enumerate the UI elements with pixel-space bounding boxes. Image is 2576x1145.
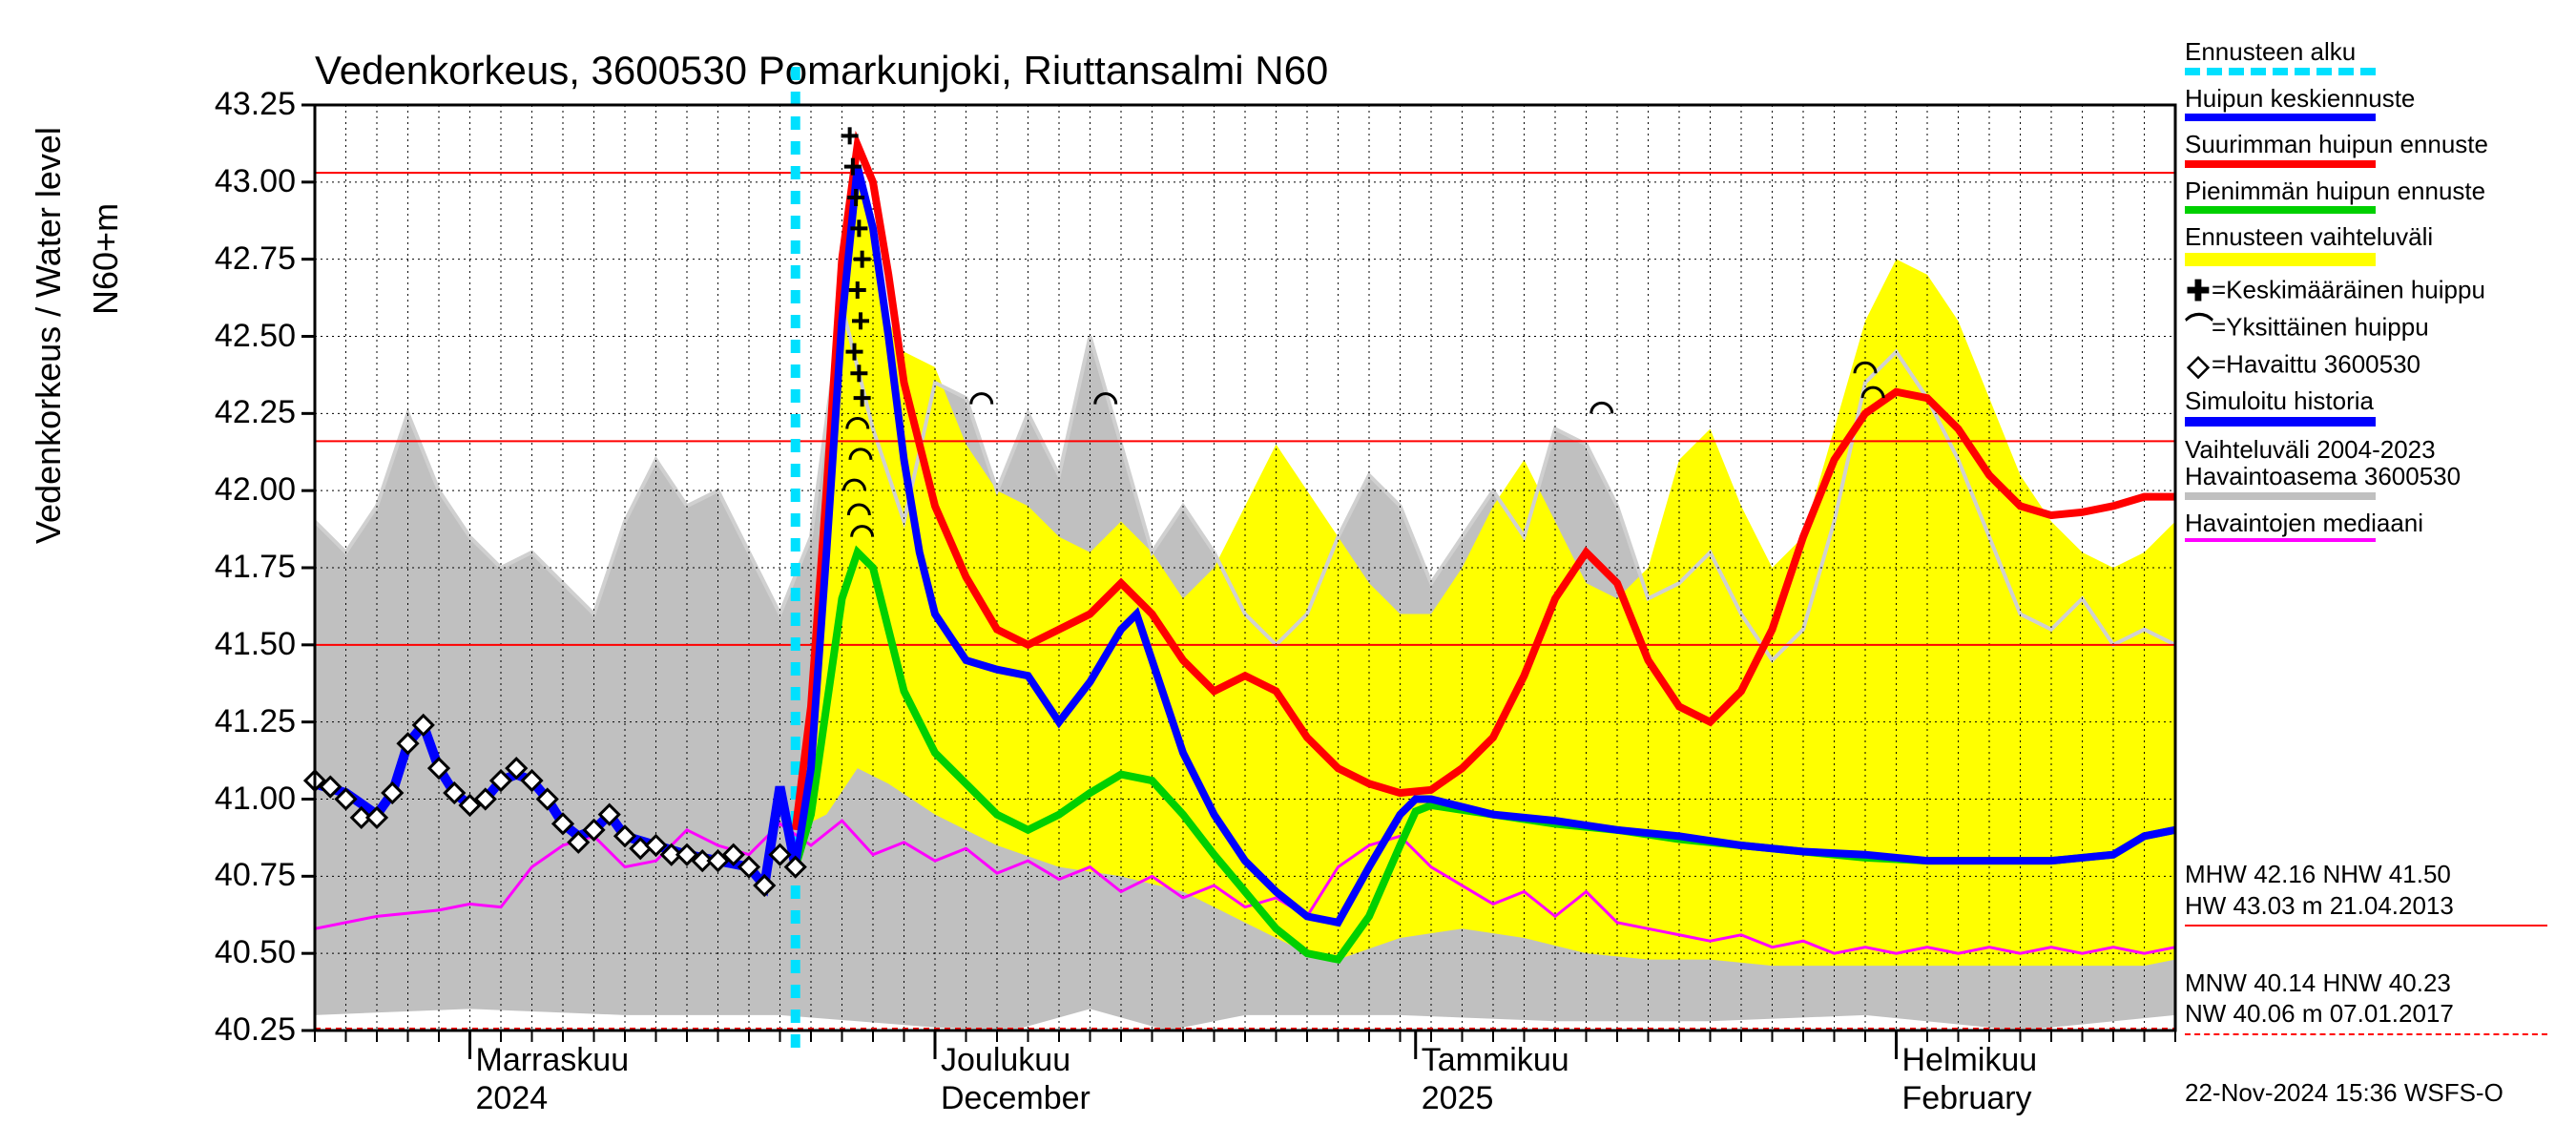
legend-swatch xyxy=(2185,253,2376,266)
legend-item: Pienimmän huipun ennuste xyxy=(2185,177,2566,215)
y-tick-label: 41.50 xyxy=(191,626,296,663)
legend-label: =Havaittu 3600530 xyxy=(2212,349,2420,378)
y-tick-label: 41.25 xyxy=(191,703,296,740)
legend-label: Havaintojen mediaani xyxy=(2185,510,2566,537)
legend-label: Pienimmän huipun ennuste xyxy=(2185,177,2566,205)
y-tick-label: 41.00 xyxy=(191,781,296,818)
legend-symbol: ✚ xyxy=(2185,276,2212,307)
legend-swatch xyxy=(2185,492,2376,500)
legend-swatch xyxy=(2185,68,2376,75)
y-tick-label: 42.75 xyxy=(191,240,296,278)
y-tick-label: 40.75 xyxy=(191,857,296,894)
y-tick-label: 43.00 xyxy=(191,163,296,200)
legend-label: Huipun keskiennuste xyxy=(2185,85,2566,113)
x-tick-label: Joulukuu xyxy=(941,1042,1070,1079)
legend: Ennusteen alku Huipun keskiennuste Suurimm… xyxy=(2185,38,2566,552)
footer-timestamp: 22-Nov-2024 15:36 WSFS-O xyxy=(2185,1078,2503,1108)
legend-swatch xyxy=(2185,417,2376,427)
y-tick-label: 41.75 xyxy=(191,549,296,586)
legend-label: Ennusteen alku xyxy=(2185,38,2566,66)
legend-symbol: ⌒ xyxy=(2185,313,2212,344)
legend-item: Simuloitu historia xyxy=(2185,387,2566,427)
stats-line: HW 43.03 m 21.04.2013 xyxy=(2185,890,2566,922)
legend-swatch xyxy=(2185,538,2376,542)
x-tick-label-sub: 2025 xyxy=(1422,1080,1494,1117)
legend-sublabel: Havaintoasema 3600530 xyxy=(2185,463,2566,490)
y-tick-label: 42.25 xyxy=(191,394,296,431)
legend-symbol: ◇ xyxy=(2185,350,2212,382)
y-tick-label: 40.50 xyxy=(191,934,296,971)
legend-item: Ennusteen alku xyxy=(2185,38,2566,75)
y-tick-label: 40.25 xyxy=(191,1011,296,1049)
y-tick-label: 43.25 xyxy=(191,86,296,123)
stats-line xyxy=(2185,936,2566,968)
legend-label: Vaihteluväli 2004-2023 xyxy=(2185,436,2566,464)
legend-item: Huipun keskiennuste xyxy=(2185,85,2566,122)
legend-item: ◇=Havaittu 3600530 xyxy=(2185,350,2566,382)
legend-swatch xyxy=(2185,160,2376,168)
stats-line: MNW 40.14 HNW 40.23 xyxy=(2185,968,2566,999)
x-tick-label-sub: 2024 xyxy=(476,1080,549,1117)
legend-item: ✚=Keskimääräinen huippu xyxy=(2185,276,2566,307)
legend-label: Ennusteen vaihteluväli xyxy=(2185,223,2566,251)
y-axis-label-upper: N60+m xyxy=(86,203,126,315)
stats-block: MHW 42.16 NHW 41.50HW 43.03 m 21.04.2013… xyxy=(2185,859,2566,1035)
y-tick-label: 42.50 xyxy=(191,318,296,355)
y-tick-label: 42.00 xyxy=(191,471,296,509)
legend-label: Simuloitu historia xyxy=(2185,387,2566,415)
x-tick-label-sub: December xyxy=(941,1080,1091,1117)
x-tick-label: Marraskuu xyxy=(476,1042,630,1079)
stats-line: NW 40.06 m 07.01.2017 xyxy=(2185,998,2566,1030)
legend-swatch xyxy=(2185,206,2376,214)
legend-label: Suurimman huipun ennuste xyxy=(2185,131,2566,158)
legend-item: Havaintojen mediaani xyxy=(2185,510,2566,543)
legend-item: Suurimman huipun ennuste xyxy=(2185,131,2566,168)
legend-item: Ennusteen vaihteluväli xyxy=(2185,223,2566,266)
y-axis-label-lower: Vedenkorkeus / Water level xyxy=(29,127,69,544)
x-tick-label-sub: February xyxy=(1902,1080,2032,1117)
legend-item: ⌒=Yksittäinen huippu xyxy=(2185,313,2566,344)
x-tick-label: Tammikuu xyxy=(1422,1042,1569,1079)
legend-label: =Yksittäinen huippu xyxy=(2212,312,2429,341)
legend-item: Vaihteluväli 2004-2023 Havaintoasema 360… xyxy=(2185,436,2566,500)
legend-label: =Keskimääräinen huippu xyxy=(2212,275,2485,303)
chart-title: Vedenkorkeus, 3600530 Pomarkunjoki, Riut… xyxy=(315,48,1328,94)
stats-line: MHW 42.16 NHW 41.50 xyxy=(2185,859,2566,890)
x-tick-label: Helmikuu xyxy=(1902,1042,2038,1079)
legend-swatch xyxy=(2185,114,2376,121)
